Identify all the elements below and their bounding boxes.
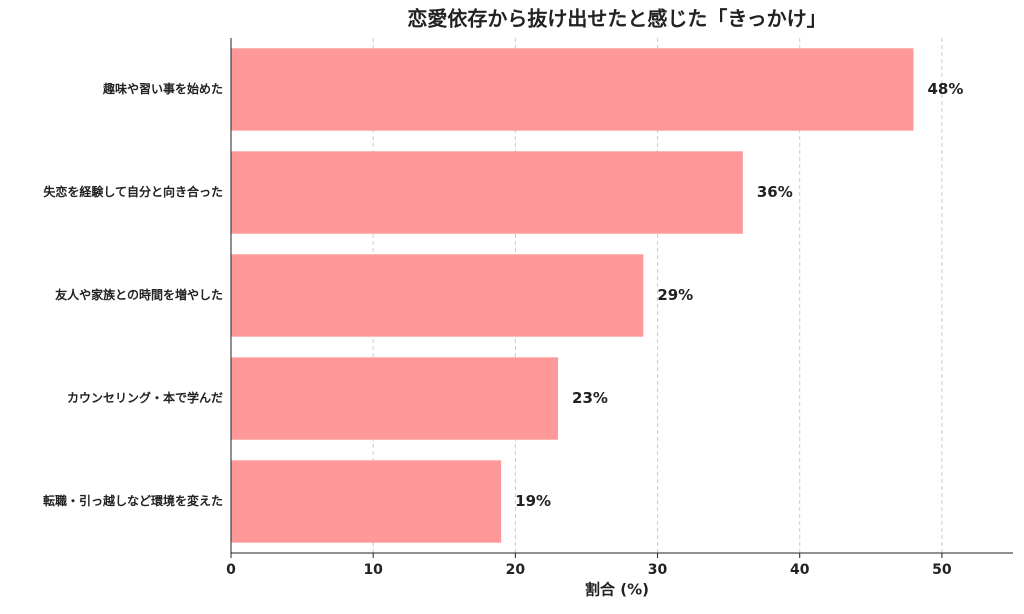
- value-label: 36%: [757, 183, 793, 201]
- bar: [231, 357, 559, 440]
- x-tick-label: 40: [790, 562, 810, 578]
- chart-title: 恋愛依存から抜け出せたと感じた「きっかけ」: [407, 7, 826, 31]
- x-tick-label: 0: [226, 562, 236, 578]
- value-label: 29%: [657, 286, 693, 304]
- x-tick-label: 10: [363, 562, 383, 578]
- value-label: 23%: [572, 389, 608, 407]
- y-tick-label: カウンセリング・本で学んだ: [67, 390, 223, 405]
- bar: [231, 460, 502, 543]
- x-tick-label: 20: [506, 562, 526, 578]
- y-tick-label: 友人や家族との時間を増やした: [54, 287, 223, 302]
- y-tick-label: 趣味や習い事を始めた: [102, 81, 223, 96]
- y-tick-label: 転職・引っ越しなど環境を変えた: [43, 493, 223, 508]
- x-tick-label: 30: [648, 562, 668, 578]
- value-label: 19%: [515, 492, 551, 510]
- y-tick-label: 失恋を経験して自分と向き合った: [43, 184, 223, 199]
- value-label: 48%: [927, 80, 963, 98]
- bar: [231, 48, 914, 131]
- bar: [231, 151, 743, 234]
- x-tick-label: 50: [932, 562, 952, 578]
- x-axis-label: 割合 (%): [585, 581, 649, 599]
- bar: [231, 254, 644, 337]
